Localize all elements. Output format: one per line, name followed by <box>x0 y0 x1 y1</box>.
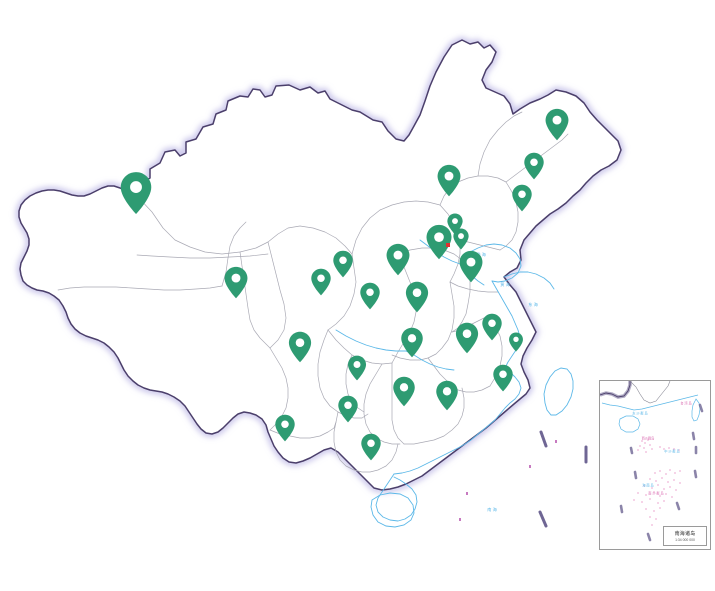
map-pin-icon <box>524 152 544 180</box>
map-pin-icon <box>386 243 410 276</box>
map-pin-icon <box>459 250 483 283</box>
inset-map-svg <box>600 381 704 542</box>
marker-qinghai[interactable] <box>223 266 249 299</box>
marker-chongqing[interactable] <box>347 355 367 381</box>
map-pin-icon <box>361 433 381 461</box>
marker-anhui[interactable] <box>455 322 480 354</box>
marker-jiangsu[interactable] <box>481 313 503 341</box>
marker-jiangxi[interactable] <box>435 380 459 411</box>
map-pin-icon <box>333 250 353 278</box>
map-pin-icon <box>509 332 523 352</box>
taiwan-island <box>543 367 574 416</box>
map-pin-icon <box>453 228 469 250</box>
hainan-island <box>370 492 415 528</box>
marker-tianjin[interactable] <box>453 228 470 250</box>
map-pin-icon <box>455 322 479 354</box>
marker-hubei[interactable] <box>400 327 424 358</box>
marker-liaoning[interactable] <box>511 184 533 212</box>
inset-label-3: 中 沙 群 岛 <box>664 449 680 454</box>
marker-hunan[interactable] <box>392 376 416 407</box>
marker-shandong[interactable] <box>458 250 484 283</box>
map-pin-icon <box>347 355 367 381</box>
inset-caption-scale: 1:34 000 000 <box>675 538 695 542</box>
map-pin-icon <box>393 376 415 407</box>
map-pin-icon <box>224 266 248 299</box>
marker-inner-mongolia-north[interactable] <box>436 164 462 197</box>
inset-label-4: 南 沙 群 岛 <box>648 491 664 496</box>
marker-ningxia[interactable] <box>332 250 354 278</box>
national-border <box>18 39 622 491</box>
marker-jilin[interactable] <box>523 152 545 180</box>
map-pin-icon <box>275 414 295 442</box>
marker-sichuan[interactable] <box>288 331 313 363</box>
marker-shaanxi[interactable] <box>359 282 381 310</box>
marker-hebei[interactable] <box>425 224 453 260</box>
marker-shanxi[interactable] <box>385 243 411 276</box>
map-pin-icon <box>493 364 513 392</box>
map-pin-icon <box>426 224 452 260</box>
marker-guangxi[interactable] <box>360 433 382 461</box>
map-pin-icon <box>288 331 312 363</box>
offshore-marks <box>459 434 557 521</box>
map-pin-icon <box>360 282 380 310</box>
map-pin-icon <box>120 172 152 215</box>
marker-guizhou[interactable] <box>337 395 359 423</box>
inset-caption-title: 南海诸岛 <box>674 531 696 537</box>
map-pin-icon <box>512 184 532 212</box>
map-pin-icon <box>545 108 569 141</box>
map-pin-icon <box>482 313 502 341</box>
marker-shanghai[interactable] <box>508 332 524 352</box>
map-pin-icon <box>405 281 429 313</box>
inset-label-1: 台 湾 岛 <box>680 401 692 406</box>
marker-zhejiang[interactable] <box>492 364 514 392</box>
map-pin-icon <box>311 268 331 296</box>
map-pin-icon <box>338 395 358 423</box>
marker-gansu[interactable] <box>310 268 332 296</box>
map-pin-icon <box>401 327 423 358</box>
map-pin-icon <box>436 380 458 411</box>
inset-caption: 南海诸岛 1:34 000 000 <box>663 526 707 546</box>
inset-label-0: 东 沙 群 岛 <box>632 411 648 416</box>
inset-label-5: 海 南 岛 <box>642 483 654 488</box>
inset-label-2: 西沙群岛 <box>641 436 655 441</box>
marker-henan[interactable] <box>405 281 430 313</box>
marker-xinjiang[interactable] <box>119 171 153 215</box>
south-china-sea-inset-map[interactable]: 南海诸岛 1:34 000 000 东 沙 群 岛 台 湾 岛西沙群岛中 沙 群 … <box>599 380 711 550</box>
marker-yunnan[interactable] <box>274 414 296 442</box>
offshore-islet-bars <box>538 430 588 528</box>
marker-heilongjiang[interactable] <box>544 108 570 141</box>
map-pin-icon <box>437 164 461 197</box>
coastline-and-rivers <box>335 239 555 522</box>
